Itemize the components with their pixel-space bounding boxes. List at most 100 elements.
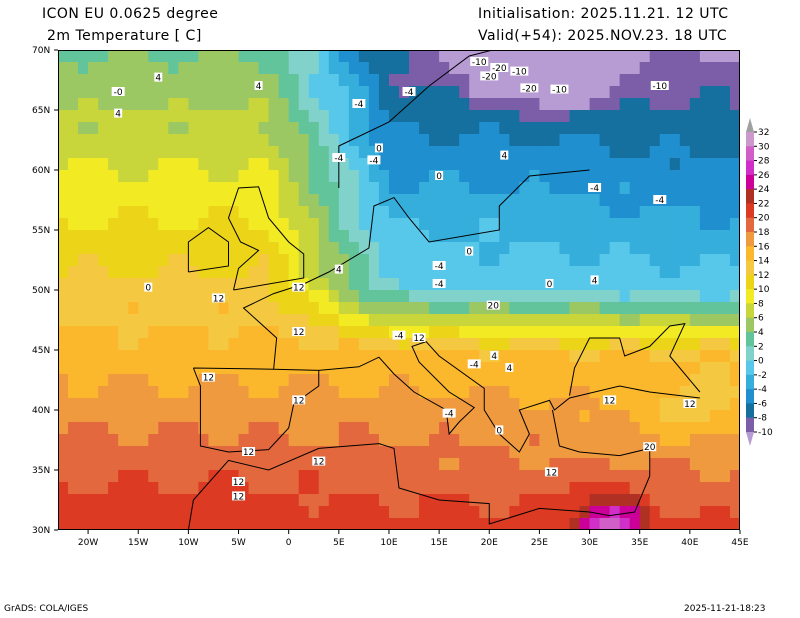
temperature-cell	[589, 266, 601, 279]
lon-tick-label: 20E	[481, 538, 498, 548]
temperature-cell	[278, 518, 290, 530]
temperature-cell	[328, 62, 340, 75]
temperature-cell	[719, 182, 731, 195]
temperature-cell	[388, 266, 400, 279]
temperature-cell	[68, 110, 79, 123]
temperature-cell	[58, 146, 69, 159]
temperature-cell	[108, 398, 119, 411]
temperature-cell	[128, 482, 139, 495]
temperature-cell	[529, 374, 540, 387]
temperature-cell	[168, 122, 179, 135]
temperature-cell	[529, 218, 540, 231]
svg-text:0: 0	[547, 280, 553, 290]
temperature-cell	[709, 62, 721, 75]
temperature-cell	[439, 62, 450, 75]
temperature-cell	[358, 62, 370, 75]
temperature-cell	[308, 254, 320, 267]
temperature-cell	[569, 302, 581, 315]
temperature-cell	[699, 182, 711, 195]
temperature-cell	[669, 182, 681, 195]
temperature-cell	[729, 158, 740, 171]
temperature-cell	[609, 326, 621, 339]
temperature-cell	[509, 266, 520, 279]
temperature-cell	[118, 398, 129, 411]
temperature-cell	[88, 386, 99, 399]
temperature-cell	[589, 494, 601, 507]
temperature-cell	[589, 314, 601, 327]
temperature-cell	[609, 182, 621, 195]
temperature-cell	[609, 62, 621, 75]
colorbar-label: 8	[758, 299, 764, 309]
temperature-cell	[629, 494, 641, 507]
temperature-cell	[399, 122, 410, 135]
temperature-cell	[619, 218, 631, 231]
temperature-cell	[699, 194, 711, 207]
temperature-cell	[138, 374, 149, 387]
temperature-cell	[298, 122, 310, 135]
temperature-cell	[138, 134, 149, 147]
temperature-cell	[318, 314, 330, 327]
temperature-cell	[399, 242, 410, 255]
temperature-cell	[318, 242, 330, 255]
temperature-cell	[709, 398, 721, 411]
temperature-cell	[58, 326, 69, 339]
temperature-cell	[689, 494, 701, 507]
temperature-cell	[409, 290, 420, 303]
temperature-cell	[118, 386, 129, 399]
temperature-cell	[298, 218, 310, 231]
temperature-cell	[318, 206, 330, 219]
temperature-cell	[158, 350, 169, 363]
temperature-cell	[559, 182, 570, 195]
temperature-cell	[609, 206, 621, 219]
temperature-cell	[348, 458, 360, 471]
temperature-cell	[278, 158, 290, 171]
temperature-cell	[288, 338, 300, 351]
temperature-cell	[218, 182, 229, 195]
temperature-cell	[679, 314, 691, 327]
temperature-cell	[108, 194, 119, 207]
temperature-cell	[198, 74, 209, 87]
temperature-cell	[298, 470, 310, 483]
temperature-cell	[228, 266, 240, 279]
temperature-cell	[519, 218, 530, 231]
temperature-cell	[519, 422, 530, 435]
temperature-cell	[378, 386, 390, 399]
coastline	[187, 226, 229, 273]
temperature-cell	[409, 314, 420, 327]
temperature-cell	[439, 230, 450, 243]
temperature-cell	[719, 374, 731, 387]
temperature-cell	[679, 494, 691, 507]
temperature-cell	[178, 74, 189, 87]
temperature-cell	[509, 314, 520, 327]
svg-text:-4: -4	[655, 196, 664, 206]
temperature-cell	[509, 470, 520, 483]
temperature-cell	[479, 494, 490, 507]
temperature-cell	[609, 386, 621, 399]
temperature-cell	[459, 446, 470, 459]
temperature-cell	[529, 446, 540, 459]
temperature-cell	[158, 398, 169, 411]
temperature-cell	[609, 350, 621, 363]
temperature-cell	[58, 386, 69, 399]
lat-tick-label: 35N	[32, 466, 50, 476]
temperature-cell	[399, 386, 410, 399]
temperature-cell	[128, 374, 139, 387]
temperature-cell	[689, 122, 701, 135]
colorbar-label: 6	[758, 314, 764, 324]
temperature-cell	[609, 278, 621, 291]
temperature-cell	[278, 98, 290, 111]
temperature-cell	[328, 458, 340, 471]
temperature-cell	[218, 170, 229, 183]
temperature-cell	[669, 302, 681, 315]
temperature-cell	[118, 482, 129, 495]
temperature-cell	[88, 146, 99, 159]
temperature-cell	[178, 422, 189, 435]
temperature-cell	[569, 182, 581, 195]
temperature-cell	[278, 182, 290, 195]
temperature-cell	[318, 134, 330, 147]
temperature-cell	[358, 158, 370, 171]
temperature-cell	[529, 470, 540, 483]
temperature-cell	[358, 506, 370, 519]
temperature-cell	[629, 278, 641, 291]
temperature-cell	[399, 266, 410, 279]
